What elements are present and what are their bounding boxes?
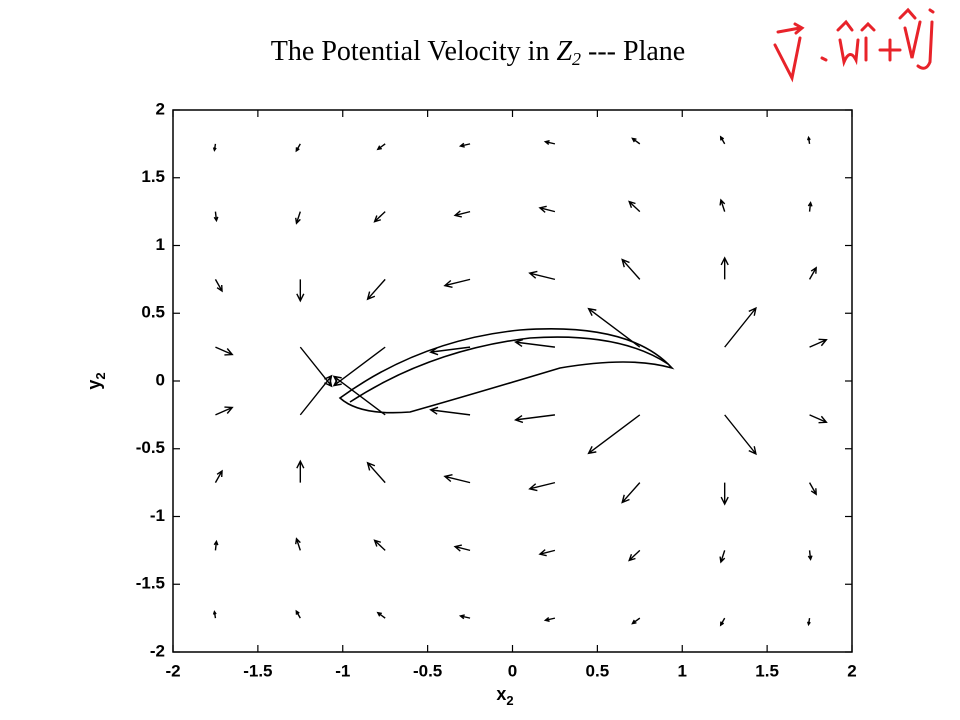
arrow — [513, 414, 556, 424]
arrow — [809, 338, 828, 348]
arrow — [332, 346, 386, 387]
x-tick-label: -2 — [165, 661, 180, 680]
x-tick-label: 0 — [508, 661, 517, 680]
x-tick-label: 1 — [678, 661, 687, 680]
ticks: -2 -1.5 -1 -0.5 0 0.5 1 1.5 2 -2 -1.5 -1 -0.5 0 0.5 1 1.… — [136, 99, 857, 680]
arrow — [295, 143, 301, 153]
title-text: The Potential Velocity in — [271, 36, 557, 67]
arrow — [587, 414, 641, 455]
y-tick-label: -1.5 — [136, 574, 165, 593]
x-axis-label: x2 — [496, 684, 513, 708]
arrow — [631, 137, 641, 145]
arrow — [299, 374, 333, 416]
arrow — [807, 201, 813, 212]
x-tick-label: 0.5 — [586, 661, 610, 680]
y-tick-label: 0.5 — [141, 303, 165, 322]
arrow — [453, 210, 471, 218]
arrow — [724, 414, 757, 456]
y-tick-label: -2 — [150, 641, 165, 660]
title-sub: 2 — [572, 49, 581, 69]
arrows — [212, 135, 828, 627]
arrow — [720, 256, 729, 280]
arrow — [214, 279, 223, 293]
y-tick-label: 0 — [156, 370, 165, 389]
arrow — [807, 550, 813, 561]
arrow — [808, 482, 817, 496]
arrow — [299, 346, 333, 388]
y-tick-label: 1.5 — [141, 167, 165, 186]
x-tick-label: -1.5 — [243, 661, 272, 680]
arrow — [295, 537, 301, 551]
arrow — [543, 139, 556, 146]
arrow — [215, 406, 234, 416]
arrow — [719, 617, 726, 627]
arrow — [295, 211, 301, 225]
arrow — [807, 135, 811, 144]
title-tail: --- Plane — [581, 36, 685, 67]
arrow — [807, 618, 811, 627]
arrow — [373, 211, 386, 223]
arrow — [376, 611, 386, 619]
y-label-sub: 2 — [93, 372, 108, 379]
arrow — [443, 278, 471, 288]
arrow — [458, 614, 471, 620]
x-tick-label: 2 — [847, 661, 856, 680]
x-label-sub: 2 — [506, 693, 513, 708]
arrow — [366, 278, 386, 301]
arrow — [214, 469, 223, 483]
arrow — [453, 544, 471, 552]
y-axis-label: y2 — [84, 372, 108, 389]
y-tick-label: 1 — [156, 235, 165, 254]
plot-frame — [172, 109, 853, 653]
arrow — [538, 549, 556, 557]
axes-box — [172, 109, 853, 653]
arrow — [809, 414, 828, 424]
arrow — [528, 270, 556, 281]
chart-title: The Potential Velocity in Z2 --- Plane — [271, 36, 685, 69]
arrow — [719, 198, 726, 212]
arrow — [719, 550, 726, 564]
x-tick-label: -0.5 — [413, 661, 442, 680]
arrow — [808, 266, 817, 280]
arrow — [213, 539, 219, 551]
arrow — [628, 549, 641, 562]
arrow — [538, 205, 556, 213]
arrow — [296, 459, 305, 483]
arrow — [212, 610, 217, 619]
arrow — [724, 306, 757, 348]
y-tick-label: 2 — [156, 99, 165, 118]
arrow — [458, 142, 471, 148]
arrow — [215, 346, 234, 356]
title-var: Z — [556, 36, 572, 67]
arrow — [719, 135, 726, 145]
x-tick-label: -1 — [335, 661, 350, 680]
arrow — [366, 461, 386, 484]
arrow — [376, 143, 386, 151]
arrow — [621, 482, 641, 504]
airfoil — [338, 328, 675, 414]
y-label-base: y — [84, 380, 104, 390]
arrow — [213, 211, 219, 223]
arrow — [443, 474, 471, 484]
x-label-base: x — [496, 684, 506, 704]
arrow — [429, 406, 471, 416]
arrow — [513, 338, 556, 348]
arrow — [373, 539, 386, 551]
handwritten-note — [773, 7, 935, 83]
x-tick-label: 1.5 — [755, 661, 779, 680]
arrow — [631, 617, 641, 625]
y-tick-label: -1 — [150, 506, 165, 525]
arrow — [296, 279, 305, 303]
arrow — [295, 609, 301, 619]
y-tick-label: -0.5 — [136, 438, 165, 457]
arrow — [621, 258, 641, 280]
arrow — [212, 143, 217, 152]
arrow — [543, 616, 556, 623]
arrow — [628, 200, 641, 213]
arrow — [720, 482, 729, 506]
arrow — [528, 481, 556, 492]
